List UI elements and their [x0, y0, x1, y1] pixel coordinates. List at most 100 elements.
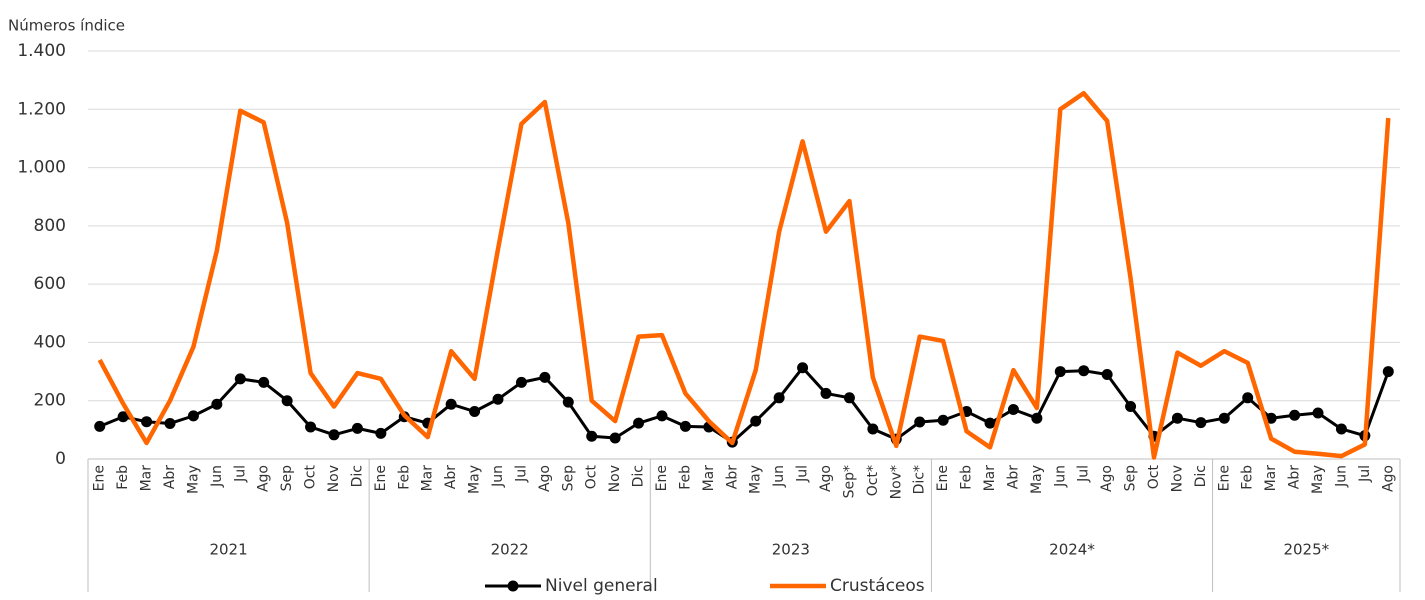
- point: [1125, 401, 1137, 413]
- point: [914, 416, 926, 428]
- x-tick-label: Dic: [1193, 465, 1209, 487]
- x-tick-label: Jun: [209, 465, 225, 488]
- x-tick-label: Jul: [1076, 465, 1092, 483]
- point: [843, 392, 855, 404]
- point: [211, 398, 223, 410]
- group-label: 2021: [209, 541, 247, 559]
- y-tick-label: 1.200: [17, 99, 66, 119]
- y-tick-label: 800: [34, 216, 66, 236]
- point: [1031, 412, 1043, 424]
- x-tick-label: Jun: [1333, 465, 1349, 488]
- point: [937, 414, 949, 426]
- x-tick-label: Dic: [349, 465, 365, 487]
- point: [820, 387, 832, 399]
- y-axis-label: Números índice: [8, 17, 125, 35]
- x-tick-label: Ene: [654, 465, 670, 491]
- point: [586, 430, 598, 442]
- x-tick-label: Mar: [1263, 465, 1279, 492]
- legend-marker: [507, 580, 519, 592]
- legend-label: Nivel general: [545, 576, 658, 596]
- x-tick-label: Feb: [396, 465, 412, 490]
- x-tick-label: Abr: [443, 465, 459, 489]
- point: [351, 422, 363, 434]
- point: [1195, 417, 1207, 429]
- point: [750, 415, 762, 427]
- x-tick-label: Jul: [232, 465, 248, 483]
- x-tick-label: Oct: [584, 465, 600, 490]
- point: [1242, 392, 1254, 404]
- point: [656, 410, 668, 422]
- x-tick-label: Ene: [935, 465, 951, 491]
- x-tick-label: Mar: [139, 465, 155, 492]
- x-tick-label: Dic*: [912, 465, 928, 494]
- point: [445, 398, 457, 410]
- x-tick-label: Ago: [537, 465, 553, 492]
- group-label: 2023: [772, 541, 810, 559]
- x-tick-label: Feb: [1240, 465, 1256, 490]
- point: [305, 421, 317, 433]
- group-label: 2022: [491, 541, 529, 559]
- x-tick-label: Mar: [982, 465, 998, 492]
- point: [1312, 407, 1324, 419]
- x-tick-label: Ago: [256, 465, 272, 492]
- point: [867, 423, 879, 435]
- y-tick-label: 0: [55, 449, 66, 469]
- point: [515, 376, 527, 388]
- point: [1335, 423, 1347, 435]
- x-tick-label: Nov: [326, 465, 342, 492]
- x-tick-label: Ene: [92, 465, 108, 491]
- point: [328, 429, 340, 441]
- x-tick-label: Nov: [607, 465, 623, 492]
- x-tick-label: May: [1310, 465, 1326, 494]
- x-tick-label: Sep*: [841, 465, 857, 498]
- point: [492, 393, 504, 405]
- point: [1289, 409, 1301, 421]
- point: [984, 417, 996, 429]
- x-tick-label: Nov: [1169, 465, 1185, 492]
- point: [1101, 368, 1113, 380]
- x-tick-label: Jul: [795, 465, 811, 483]
- x-tick-label: Nov*: [888, 465, 904, 499]
- point: [117, 411, 129, 423]
- group-label: 2025*: [1283, 541, 1329, 559]
- x-tick-label: Abr: [162, 465, 178, 489]
- point: [797, 362, 809, 374]
- point: [1382, 366, 1394, 378]
- x-tick-label: Oct: [1146, 465, 1162, 490]
- x-tick-label: Sep: [1123, 465, 1139, 492]
- x-tick-label: Feb: [115, 465, 131, 490]
- point: [1007, 403, 1019, 415]
- x-tick-label: Jun: [771, 465, 787, 488]
- x-tick-label: Jun: [1052, 465, 1068, 488]
- x-tick-label: Abr: [1005, 465, 1021, 489]
- x-tick-label: Ago: [818, 465, 834, 492]
- series-line: [97, 91, 1391, 460]
- group-label: 2024*: [1049, 541, 1095, 559]
- x-tick-label: May: [1029, 465, 1045, 494]
- x-tick-label: May: [748, 465, 764, 494]
- x-tick-label: Dic: [631, 465, 647, 487]
- x-tick-label: Ago: [1380, 465, 1396, 492]
- x-tick-label: May: [185, 465, 201, 494]
- x-tick-label: Sep: [279, 465, 295, 492]
- point: [1054, 366, 1066, 378]
- point: [609, 432, 621, 444]
- point: [234, 373, 246, 385]
- y-tick-label: 200: [34, 391, 66, 411]
- y-tick-label: 1.400: [17, 41, 66, 61]
- x-tick-label: Feb: [959, 465, 975, 490]
- x-tick-label: Feb: [677, 465, 693, 490]
- legend-label: Crustáceos: [830, 576, 925, 596]
- x-tick-label: Jul: [1357, 465, 1373, 483]
- x-tick-label: Jun: [490, 465, 506, 488]
- x-tick-label: Ago: [1099, 465, 1115, 492]
- y-tick-label: 600: [34, 274, 66, 294]
- point: [375, 427, 387, 439]
- point: [94, 420, 106, 432]
- x-tick-label: Oct*: [865, 465, 881, 496]
- point: [1265, 412, 1277, 424]
- x-tick-label: May: [467, 465, 483, 494]
- point: [562, 396, 574, 408]
- x-tick-label: Abr: [1287, 465, 1303, 489]
